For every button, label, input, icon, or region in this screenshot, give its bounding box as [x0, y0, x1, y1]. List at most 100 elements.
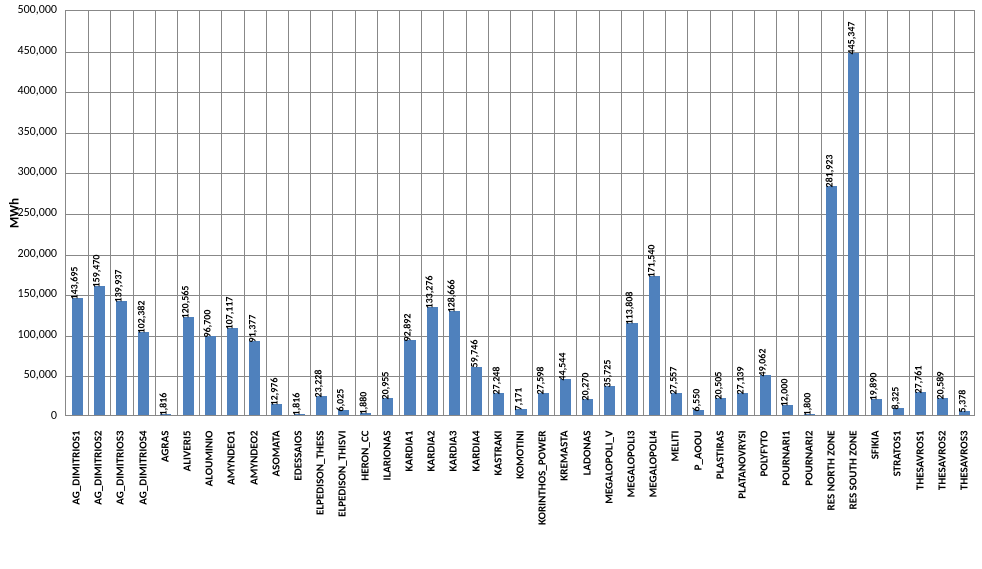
x-tick-label: ILARIONAS: [380, 431, 393, 531]
x-tick-label: AGRAS: [158, 431, 171, 531]
gridline-h: [66, 214, 974, 215]
gridline-v: [355, 11, 356, 415]
y-tick-label: 450,000: [0, 44, 57, 58]
x-tick-label: THESAVROS2: [935, 431, 948, 531]
bar: [227, 328, 238, 415]
bar: [760, 375, 771, 415]
data-label: 27,248: [489, 366, 502, 394]
gridline-v: [576, 11, 577, 415]
x-tick-label: ELPEDISON_THESS: [314, 431, 327, 531]
gridline-v: [909, 11, 910, 415]
x-tick-label: AMYNDEO2: [247, 431, 260, 531]
gridline-v: [798, 11, 799, 415]
y-tick-label: 500,000: [0, 3, 57, 17]
bar: [826, 186, 837, 415]
bar: [782, 405, 793, 415]
gridline-h: [66, 255, 974, 256]
data-label: 20,589: [933, 372, 946, 400]
data-label: 20,955: [378, 372, 391, 400]
x-tick-label: KARDIA1: [403, 431, 416, 531]
bar: [249, 341, 260, 415]
gridline-v: [865, 11, 866, 415]
data-label: 143,695: [68, 267, 81, 300]
gridline-v: [177, 11, 178, 415]
gridline-v: [710, 11, 711, 415]
bar: [871, 399, 882, 415]
gridline-v: [88, 11, 89, 415]
data-label: 102,382: [134, 300, 147, 333]
y-tick-label: 150,000: [0, 287, 57, 301]
gridline-v: [510, 11, 511, 415]
y-tick-label: 100,000: [0, 328, 57, 342]
bar: [271, 404, 282, 415]
bar: [205, 336, 216, 415]
gridline-v: [932, 11, 933, 415]
gridline-v: [599, 11, 600, 415]
data-label: 159,470: [90, 254, 103, 287]
gridline-v: [954, 11, 955, 415]
gridline-v: [110, 11, 111, 415]
data-label: 113,808: [622, 291, 635, 324]
bar: [427, 307, 438, 415]
data-label: 5,378: [955, 389, 968, 412]
bar: [382, 398, 393, 415]
plot-area: [65, 10, 975, 416]
x-tick-label: LADONAS: [580, 431, 593, 531]
x-tick-label: POLYFYTO: [758, 431, 771, 531]
x-tick-label: KREMASTA: [558, 431, 571, 531]
data-label: 1,800: [800, 392, 813, 415]
y-tick-label: 350,000: [0, 125, 57, 139]
y-tick-label: 0: [0, 409, 57, 423]
data-label: 27,557: [667, 366, 680, 394]
y-tick-label: 300,000: [0, 165, 57, 179]
x-tick-label: AMYNDEO1: [225, 431, 238, 531]
y-tick-label: 400,000: [0, 84, 57, 98]
bar: [715, 398, 726, 415]
gridline-v: [466, 11, 467, 415]
bar: [138, 332, 149, 415]
x-tick-label: KOMOTINI: [514, 431, 527, 531]
data-label: 49,062: [756, 349, 769, 377]
gridline-v: [332, 11, 333, 415]
x-tick-label: MEGALOPOLI_V: [602, 431, 615, 531]
x-tick-label: AG_DIMITRIOS3: [114, 431, 127, 531]
data-label: 35,725: [600, 360, 613, 388]
gridline-v: [776, 11, 777, 415]
gridline-v: [621, 11, 622, 415]
gridline-v: [199, 11, 200, 415]
gridline-h: [66, 173, 974, 174]
data-label: 20,270: [578, 372, 591, 400]
gridline-h: [66, 376, 974, 377]
x-tick-label: AG_DIMITRIOS4: [136, 431, 149, 531]
gridline-v: [643, 11, 644, 415]
x-tick-label: MELITI: [669, 431, 682, 531]
data-label: 107,117: [223, 297, 236, 330]
bar: [649, 276, 660, 415]
gridline-v: [732, 11, 733, 415]
gridline-h: [66, 92, 974, 93]
data-label: 171,540: [645, 244, 658, 277]
x-tick-label: ELPEDISON_THISVI: [336, 431, 349, 531]
gridline-v: [377, 11, 378, 415]
x-tick-label: KARDIA4: [469, 431, 482, 531]
bar: [449, 311, 460, 415]
data-label: 19,890: [867, 372, 880, 400]
gridline-v: [266, 11, 267, 415]
bar: [316, 396, 327, 415]
y-tick-label: 50,000: [0, 368, 57, 382]
data-label: 1,816: [156, 392, 169, 415]
bar: [626, 323, 637, 415]
data-label: 7,171: [512, 388, 525, 411]
chart-container: MWh 050,000100,000150,000200,000250,0003…: [0, 0, 982, 569]
x-tick-label: KARDIA3: [447, 431, 460, 531]
gridline-v: [155, 11, 156, 415]
gridline-h: [66, 52, 974, 53]
gridline-v: [443, 11, 444, 415]
bar: [94, 286, 105, 415]
x-tick-label: RES SOUTH ZONE: [846, 431, 859, 531]
data-label: 445,347: [844, 22, 857, 55]
x-tick-label: AG_DIMITRIOS2: [92, 431, 105, 531]
gridline-v: [288, 11, 289, 415]
data-label: 281,923: [822, 155, 835, 188]
x-tick-label: ALIVERI5: [181, 431, 194, 531]
